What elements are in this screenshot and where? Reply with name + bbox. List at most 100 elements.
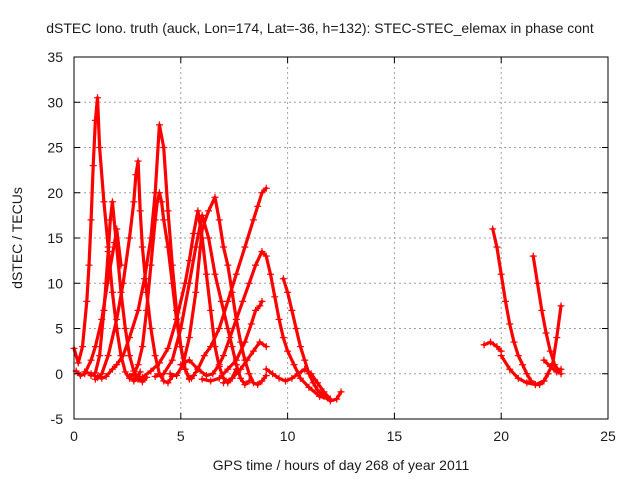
data-point bbox=[262, 184, 270, 192]
data-point bbox=[160, 370, 168, 378]
data-point bbox=[104, 248, 112, 256]
data-point bbox=[89, 162, 97, 170]
data-point bbox=[258, 248, 266, 256]
data-point bbox=[130, 370, 138, 378]
data-point bbox=[198, 225, 206, 233]
y-tick-label: -5 bbox=[51, 411, 64, 427]
y-tick-label: 15 bbox=[47, 230, 63, 246]
data-point bbox=[269, 370, 277, 378]
data-point bbox=[540, 377, 548, 385]
data-point bbox=[337, 388, 345, 396]
data-point bbox=[98, 374, 106, 382]
data-point bbox=[296, 343, 304, 351]
data-point bbox=[551, 361, 559, 369]
data-point bbox=[489, 225, 497, 233]
data-point bbox=[87, 216, 95, 224]
data-point bbox=[487, 338, 495, 346]
data-point bbox=[262, 365, 270, 373]
data-point bbox=[249, 216, 257, 224]
data-point bbox=[164, 243, 172, 251]
data-point bbox=[134, 157, 142, 165]
data-point bbox=[540, 356, 548, 364]
data-point bbox=[81, 368, 89, 376]
data-point bbox=[143, 306, 151, 314]
data-point bbox=[91, 116, 99, 124]
data-point bbox=[284, 347, 292, 355]
data-point bbox=[279, 334, 287, 342]
data-point bbox=[271, 293, 279, 301]
data-point bbox=[126, 372, 134, 380]
data-point bbox=[113, 315, 121, 323]
data-point bbox=[205, 234, 213, 242]
data-point bbox=[501, 297, 509, 305]
data-point bbox=[134, 306, 142, 314]
ticks: 0 5 10 15 20 25 -5 0 5 10 15 20 25 30 35 bbox=[47, 49, 616, 444]
data-point bbox=[108, 365, 116, 373]
data-point bbox=[493, 343, 501, 351]
data-point bbox=[314, 386, 322, 394]
data-point bbox=[553, 334, 561, 342]
data-point bbox=[546, 363, 554, 371]
data-point bbox=[104, 352, 112, 360]
data-point bbox=[232, 315, 240, 323]
data-point bbox=[87, 356, 95, 364]
data-point bbox=[155, 121, 163, 129]
data-point bbox=[106, 216, 114, 224]
data-point bbox=[301, 356, 309, 364]
data-point bbox=[160, 216, 168, 224]
data-point bbox=[164, 344, 172, 352]
series-line bbox=[531, 254, 563, 376]
data-point bbox=[239, 297, 247, 305]
data-point bbox=[523, 370, 531, 378]
data-point bbox=[98, 315, 106, 323]
series-line bbox=[89, 200, 149, 384]
data-point bbox=[288, 306, 296, 314]
data-point bbox=[113, 225, 121, 233]
data-point bbox=[74, 359, 82, 367]
data-point bbox=[181, 365, 189, 373]
data-point bbox=[85, 261, 93, 269]
series-layer bbox=[70, 94, 565, 405]
y-tick-label: 0 bbox=[55, 366, 63, 382]
data-point bbox=[252, 261, 260, 269]
data-point bbox=[138, 343, 146, 351]
data-point bbox=[158, 198, 166, 206]
data-point bbox=[108, 288, 116, 296]
y-tick-label: 25 bbox=[47, 140, 63, 156]
data-point bbox=[506, 365, 514, 373]
data-point bbox=[79, 343, 87, 351]
data-point bbox=[190, 229, 198, 237]
data-point bbox=[288, 374, 296, 382]
data-point bbox=[258, 377, 266, 385]
data-point bbox=[301, 365, 309, 373]
data-point bbox=[93, 94, 101, 102]
data-point bbox=[202, 372, 210, 380]
data-point bbox=[534, 279, 542, 287]
x-tick-label: 15 bbox=[387, 428, 403, 444]
data-point bbox=[76, 372, 84, 380]
series-line bbox=[542, 358, 563, 374]
data-point bbox=[275, 315, 283, 323]
data-point bbox=[215, 216, 223, 224]
data-point bbox=[529, 252, 537, 260]
data-point bbox=[134, 361, 142, 369]
data-point bbox=[207, 343, 215, 351]
data-point bbox=[232, 356, 240, 364]
data-point bbox=[102, 372, 110, 380]
data-point bbox=[220, 243, 228, 251]
data-point bbox=[192, 288, 200, 296]
data-point bbox=[185, 279, 193, 287]
data-point bbox=[497, 270, 505, 278]
data-point bbox=[151, 216, 159, 224]
data-point bbox=[215, 325, 223, 332]
data-point bbox=[514, 352, 522, 360]
data-point bbox=[187, 374, 195, 382]
data-point bbox=[166, 370, 174, 378]
data-point bbox=[553, 368, 561, 376]
data-point bbox=[207, 306, 215, 314]
data-point bbox=[326, 395, 334, 403]
data-point bbox=[113, 361, 121, 369]
data-point bbox=[121, 325, 129, 332]
series-line bbox=[482, 340, 503, 353]
series-line bbox=[74, 227, 123, 378]
